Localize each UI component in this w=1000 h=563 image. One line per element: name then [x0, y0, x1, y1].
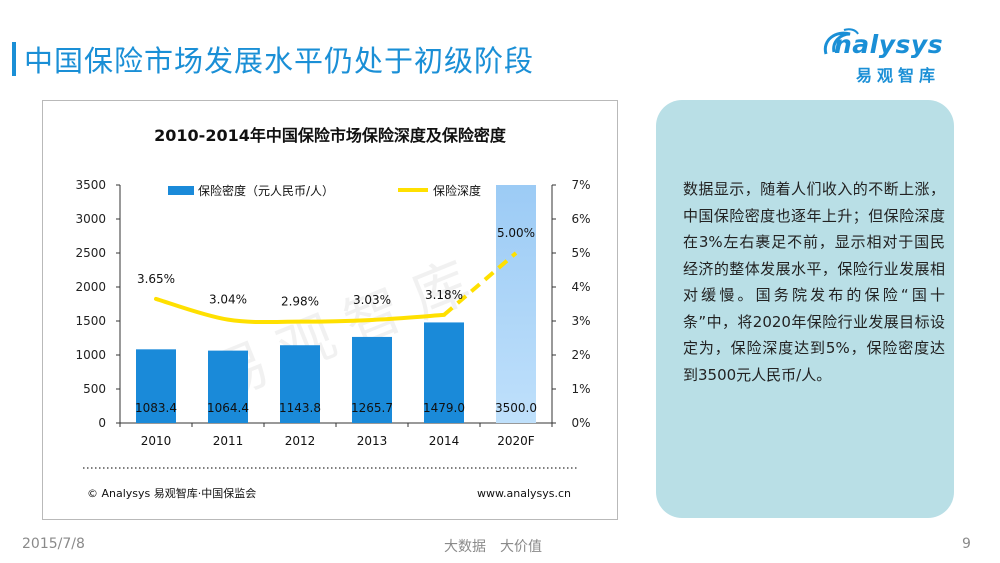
website-text: www.analysys.cn	[477, 487, 571, 500]
y-right-tick-label: 4%	[571, 280, 590, 294]
line-value-label: 3.18%	[425, 288, 463, 302]
x-tick-label: 2010	[141, 434, 172, 448]
bar	[136, 349, 176, 423]
y-right-tick-label: 7%	[571, 178, 590, 192]
x-tick-label: 2013	[357, 434, 388, 448]
page-title: 中国保险市场发展水平仍处于初级阶段	[24, 44, 535, 78]
bar	[208, 350, 248, 423]
line-value-label: 5.00%	[497, 226, 535, 240]
y-left-tick-label: 2000	[75, 280, 106, 294]
line-value-label: 3.04%	[209, 293, 247, 307]
bar	[352, 336, 392, 423]
bar-value-label: 1265.7	[351, 401, 393, 415]
bar	[496, 185, 536, 423]
logo-swoosh-icon	[823, 28, 859, 55]
y-right-tick-label: 6%	[571, 212, 590, 226]
bar-value-label: 1479.0	[423, 401, 465, 415]
x-tick-label: 2014	[429, 434, 460, 448]
bar-value-label: 1083.4	[135, 401, 177, 415]
y-left-tick-label: 3500	[75, 178, 106, 192]
footer-slogan: 大数据 大价值	[444, 539, 542, 555]
y-right-tick-label: 1%	[571, 382, 590, 396]
footer-page-number: 9	[962, 536, 971, 552]
chart-title: 2010-2014年中国保险市场保险深度及保险密度	[154, 126, 507, 145]
depth-line	[154, 296, 446, 325]
chart-svg: 易观智库2010-2014年中国保险市场保险深度及保险密度05001000150…	[75, 126, 590, 500]
x-tick-label: 2011	[213, 434, 244, 448]
y-left-tick-label: 0	[98, 416, 106, 430]
line-value-label: 3.03%	[353, 293, 391, 307]
y-left-tick-label: 2500	[75, 246, 106, 260]
legend-bar-swatch	[168, 186, 194, 195]
logo-chinese-name: 易观智库	[856, 66, 941, 85]
legend-bar-label: 保险密度（元人民币/人）	[198, 183, 334, 198]
depth-line-forecast	[442, 251, 518, 317]
line-value-label: 3.65%	[137, 272, 175, 286]
logo-wordmark: nalysys	[834, 30, 944, 59]
chart-panel: 易观智库 2010-2014年中国保险市场保险深度及保险密度 0 500 1000 150…	[42, 100, 618, 520]
line-value-label: 2.98%	[281, 295, 319, 309]
bar-value-label: 3500.0	[495, 401, 537, 415]
bar	[424, 322, 464, 423]
y-left-tick-label: 1500	[75, 314, 106, 328]
y-left-tick-label: 1000	[75, 348, 106, 362]
bar-value-label: 1143.8	[279, 401, 321, 415]
y-right-tick-label: 2%	[571, 348, 590, 362]
note-panel	[656, 100, 954, 518]
title-accent-bar	[12, 42, 16, 76]
bar-value-label: 1064.4	[207, 401, 249, 415]
x-tick-label: 2012	[285, 434, 316, 448]
y-right-tick-label: 0%	[571, 416, 590, 430]
x-tick-label: 2020F	[497, 434, 535, 448]
source-text: © Analysys 易观智库·中国保监会	[87, 486, 256, 500]
y-left-tick-label: 500	[83, 382, 106, 396]
y-right-tick-label: 3%	[571, 314, 590, 328]
legend-line-label: 保险深度	[433, 183, 481, 198]
y-right-tick-label: 5%	[571, 246, 590, 260]
note-text: 数据显示，随着人们收入的不断上涨，中国保险密度也逐年上升；但保险深度在3%左右裹…	[683, 180, 945, 384]
footer-date: 2015/7/8	[22, 536, 85, 552]
bar	[280, 345, 320, 423]
analysys-logo: nalysys 易观智库	[823, 28, 971, 88]
y-left-tick-label: 3000	[75, 212, 106, 226]
